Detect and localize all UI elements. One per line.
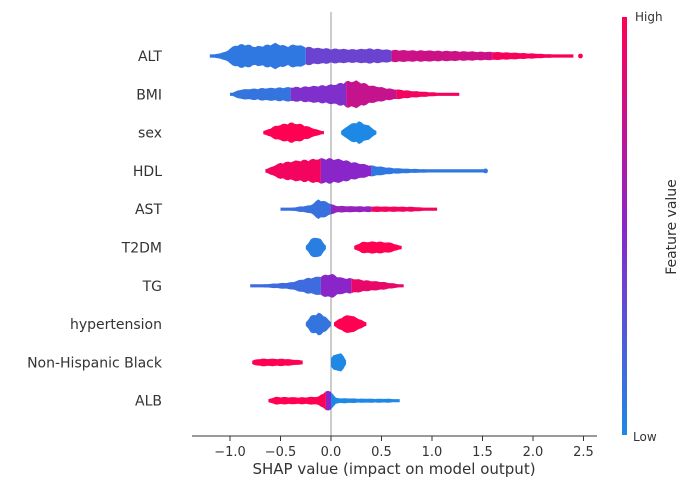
swarm-segment [341,121,377,144]
swarm-segment [209,42,306,70]
swarm-segment [263,122,324,143]
feature-swarm [268,390,400,411]
feature-label: ALB [135,394,162,410]
feature-swarm [209,42,583,70]
swarm-segment [325,390,331,411]
swarm-segment [290,81,347,108]
feature-label: TG [142,279,162,295]
feature-swarm [305,312,367,336]
beeswarm-rows [209,42,583,411]
feature-swarm [252,353,347,372]
swarm-segment [265,158,321,184]
swarm-segment [354,241,402,254]
swarm-segment [268,391,326,411]
feature-label: hypertension [70,317,162,333]
swarm-segment [331,353,347,372]
feature-swarm [280,199,438,219]
x-ticks: −1.0 −0.5 0.0 0.5 1.0 1.5 2.0 2.5 [214,436,594,460]
swarm-segment [250,276,321,295]
x-tick-label: 1.0 [422,445,443,460]
swarm-segment [252,358,303,367]
feature-swarm [263,121,377,144]
feature-label: sex [138,126,162,142]
colorbar-title: Feature value [664,179,680,275]
feature-swarm [265,158,488,184]
feature-swarm [250,273,404,298]
colorbar [622,17,627,435]
swarm-segment [351,278,404,294]
swarm-segment [305,237,326,258]
swarm-segment [331,204,372,215]
swarm-segment [320,158,372,184]
swarm-segment [391,49,493,63]
swarm-segment [280,199,331,219]
x-tick-label: 0.0 [321,445,342,460]
feature-label: HDL [133,164,162,180]
swarm-segment [346,80,397,109]
outlier-point [578,53,583,59]
feature-swarm [305,237,402,258]
feature-labels: ALT BMI sex HDL AST T2DM TG hypertension Non-His… [27,49,163,410]
swarm-segment [371,206,438,212]
swarm-segment [305,312,331,336]
x-tick-label: 2.5 [573,445,594,460]
feature-label: AST [135,202,162,218]
x-tick-label: 1.5 [472,445,493,460]
swarm-segment [396,89,460,100]
swarm-segment [492,52,574,60]
feature-swarm [230,80,460,109]
swarm-segment [334,315,367,333]
outlier-point [483,168,488,174]
x-tick-label: −1.0 [214,445,246,460]
swarm-segment [331,392,400,410]
feature-label: BMI [136,87,162,103]
x-tick-label: −0.5 [265,445,297,460]
swarm-segment [371,165,486,177]
colorbar-high-label: High [635,10,663,24]
swarm-segment [305,46,392,66]
feature-label: T2DM [121,241,162,257]
swarm-segment [230,87,291,102]
feature-label: ALT [138,49,162,65]
x-tick-label: 2.0 [523,445,544,460]
colorbar-low-label: Low [633,430,657,444]
feature-label: Non-Hispanic Black [27,355,163,371]
swarm-segment [320,273,352,298]
x-axis-label: SHAP value (impact on model output) [252,460,535,478]
x-tick-label: 0.5 [371,445,392,460]
